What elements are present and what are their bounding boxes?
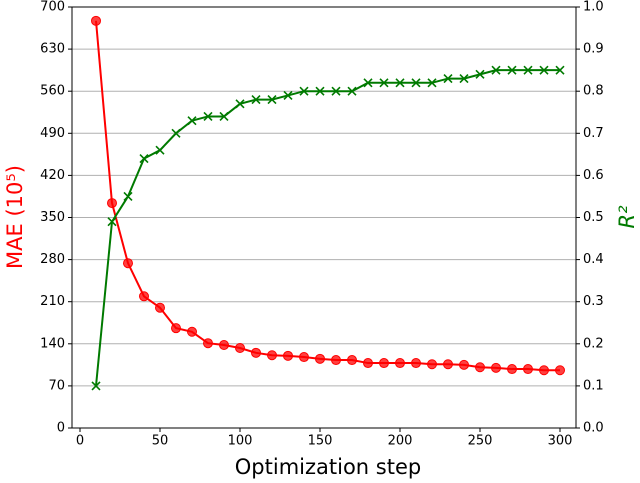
marker xyxy=(107,217,117,227)
marker xyxy=(139,153,149,164)
marker xyxy=(123,191,133,202)
marker xyxy=(315,353,325,364)
marker xyxy=(235,343,245,354)
y-tick-label: 280 xyxy=(40,252,65,267)
y2-tick-label: 0.3 xyxy=(583,294,604,309)
marker xyxy=(299,86,309,96)
marker xyxy=(427,359,437,370)
marker xyxy=(475,69,485,79)
marker xyxy=(507,364,517,375)
marker xyxy=(155,302,165,313)
marker xyxy=(539,365,549,376)
y2-tick-label: 0.5 xyxy=(583,210,604,225)
marker xyxy=(91,15,101,26)
marker xyxy=(155,145,165,155)
marker xyxy=(395,78,405,88)
series-line xyxy=(95,69,560,386)
marker xyxy=(379,358,389,369)
marker xyxy=(347,355,357,366)
marker xyxy=(203,338,213,349)
marker xyxy=(507,65,517,75)
marker xyxy=(555,365,565,376)
marker xyxy=(107,198,117,209)
plot-frame xyxy=(71,6,577,429)
y-tick-label: 560 xyxy=(40,84,65,99)
marker xyxy=(523,364,533,375)
y-tick-label: 350 xyxy=(40,210,65,225)
marker xyxy=(171,323,181,334)
marker xyxy=(235,99,245,109)
y2-tick-label: 0.8 xyxy=(583,84,604,99)
marker xyxy=(187,116,197,126)
x-axis-label: Optimization step xyxy=(235,455,421,479)
marker xyxy=(283,350,293,361)
marker xyxy=(491,65,501,75)
y2-tick-label: 0.2 xyxy=(583,336,604,351)
marker xyxy=(187,326,197,337)
marker xyxy=(539,65,549,75)
marker xyxy=(251,347,261,358)
marker xyxy=(139,291,149,302)
x-tick-label: 0 xyxy=(76,434,84,449)
marker xyxy=(491,362,501,373)
y2-tick-label: 1.0 xyxy=(583,0,604,15)
y-tick-label: 0 xyxy=(57,421,65,436)
marker xyxy=(123,258,133,269)
x-tick-label: 100 xyxy=(228,434,253,449)
y-tick-label: 630 xyxy=(40,42,65,57)
y-tick-label: 700 xyxy=(40,0,65,15)
x-tick-label: 300 xyxy=(548,434,573,449)
marker xyxy=(267,350,277,361)
marker xyxy=(555,65,565,75)
y2-tick-label: 0.1 xyxy=(583,378,604,393)
marker xyxy=(283,90,293,100)
y2-tick-label: 0.6 xyxy=(583,168,604,183)
y2-tick-label: 0.0 xyxy=(583,421,604,436)
marker xyxy=(347,86,357,96)
marker xyxy=(363,358,373,369)
marker xyxy=(395,358,405,369)
marker xyxy=(363,78,373,88)
marker xyxy=(251,95,261,105)
marker xyxy=(299,352,309,363)
y-axis-label: MAE (10⁵) xyxy=(3,165,27,269)
y-tick-label: 70 xyxy=(48,378,65,393)
y-tick-label: 420 xyxy=(40,168,65,183)
marker xyxy=(459,74,469,84)
marker xyxy=(331,355,341,366)
marker xyxy=(315,86,325,96)
marker xyxy=(443,359,453,370)
marker xyxy=(411,78,421,88)
marker xyxy=(171,128,181,138)
y2-tick-label: 0.7 xyxy=(583,126,604,141)
marker xyxy=(443,74,453,84)
y-tick-label: 210 xyxy=(40,294,65,309)
marker xyxy=(219,111,229,122)
marker xyxy=(219,340,229,351)
marker xyxy=(331,86,341,96)
x-tick-label: 50 xyxy=(152,434,169,449)
marker xyxy=(459,359,469,370)
x-tick-label: 250 xyxy=(468,434,493,449)
marker xyxy=(379,78,389,88)
marker xyxy=(475,362,485,373)
marker xyxy=(427,78,437,88)
marker xyxy=(91,381,101,391)
y2-axis-label: R² xyxy=(615,205,639,229)
y2-tick-label: 0.4 xyxy=(583,252,604,267)
y-tick-label: 140 xyxy=(40,336,65,351)
series-line xyxy=(95,20,560,372)
marker xyxy=(411,358,421,369)
y-tick-label: 490 xyxy=(40,126,65,141)
y2-tick-label: 0.9 xyxy=(583,42,604,57)
x-tick-label: 200 xyxy=(388,434,413,449)
marker xyxy=(267,95,277,105)
marker xyxy=(203,111,213,122)
x-tick-label: 150 xyxy=(308,434,333,449)
marker xyxy=(523,65,533,75)
